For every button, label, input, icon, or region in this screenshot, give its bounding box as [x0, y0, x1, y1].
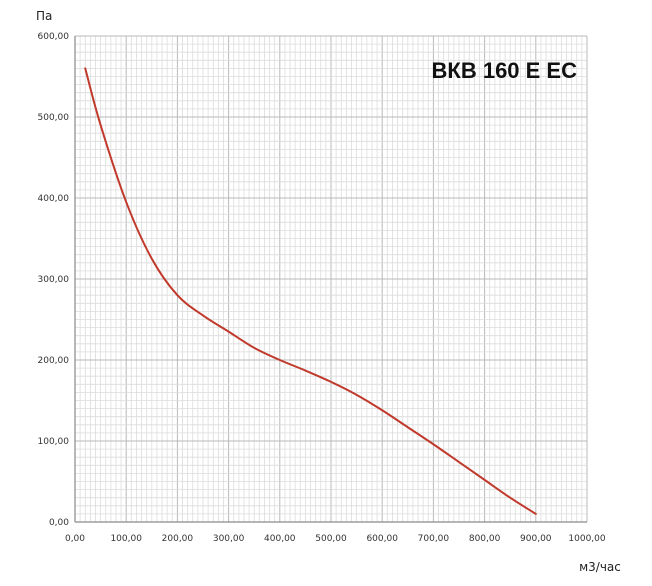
x-tick-label: 100,00 — [110, 534, 142, 544]
x-tick-label: 700,00 — [418, 534, 450, 544]
x-tick-label: 800,00 — [469, 534, 501, 544]
x-tick-label: 200,00 — [162, 534, 194, 544]
y-tick-label: 0,00 — [49, 518, 69, 528]
x-axis-label: м3/час — [579, 560, 621, 574]
x-tick-label: 900,00 — [520, 534, 552, 544]
y-tick-label: 200,00 — [38, 356, 70, 366]
chart-title: ВКВ 160 Е ЕС — [432, 58, 578, 83]
y-tick-label: 600,00 — [38, 32, 70, 42]
x-tick-label: 300,00 — [213, 534, 245, 544]
y-tick-label: 100,00 — [38, 437, 70, 447]
series-line — [84, 67, 537, 515]
x-tick-label: 500,00 — [315, 534, 347, 544]
axes — [74, 36, 587, 523]
y-tick-label: 300,00 — [38, 275, 70, 285]
series — [84, 67, 537, 515]
x-tick-label: 400,00 — [264, 534, 296, 544]
y-tick-labels: 0,00 100,00 200,00 300,00 400,00 500,00 600,00 — [38, 32, 70, 528]
x-tick-label: 600,00 — [366, 534, 398, 544]
x-tick-labels: 0,00 100,00 200,00 300,00 400,00 500,00 600,00… — [65, 534, 606, 544]
grid — [74, 35, 588, 523]
y-tick-label: 400,00 — [38, 194, 70, 204]
x-tick-label: 0,00 — [65, 534, 85, 544]
y-tick-label: 500,00 — [38, 113, 70, 123]
y-axis-label: Па — [36, 9, 52, 23]
x-tick-label: 1000,00 — [568, 534, 605, 544]
